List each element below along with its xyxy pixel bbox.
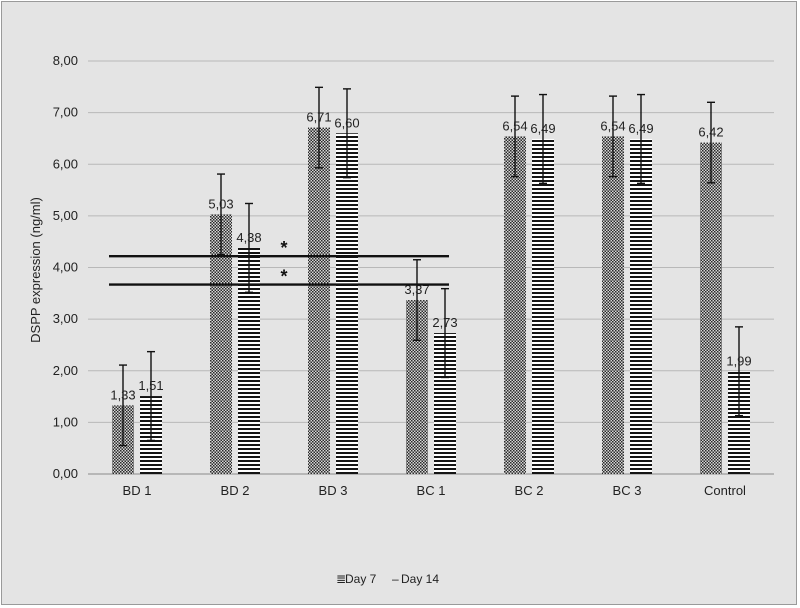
data-label: 6,49 — [628, 121, 653, 136]
data-label: 1,51 — [138, 378, 163, 393]
data-label: 3,37 — [404, 282, 429, 297]
legend: ≣Day 7 – Day 14 — [336, 572, 439, 586]
annotations-layer: ** — [109, 238, 449, 287]
x-tick-label: BD 2 — [221, 483, 250, 498]
grid-layer: 0,00 1,00 2,00 3,00 4,00 5,00 6,00 7,00 8,00 — [53, 53, 774, 481]
x-tick-label: BD 3 — [319, 483, 348, 498]
data-label: 6,60 — [334, 115, 359, 130]
y-tick-label: 1,00 — [53, 414, 78, 429]
bar-day-14 — [336, 133, 358, 474]
x-tick-label: BC 1 — [417, 483, 446, 498]
bar-day-7 — [406, 300, 428, 474]
bar-day-7 — [602, 136, 624, 474]
legend-entry-2: Day 14 — [401, 572, 439, 586]
x-tick-label: Control — [704, 483, 746, 498]
y-tick-label: 8,00 — [53, 53, 78, 68]
bar-day-14 — [532, 138, 554, 475]
x-tick-label: BC 2 — [515, 483, 544, 498]
data-label: 4,38 — [236, 230, 261, 245]
bar-day-7 — [210, 214, 232, 475]
y-axis-label: DSPP expression (ng/ml) — [28, 197, 43, 343]
bar-day-7 — [504, 136, 526, 474]
y-tick-label: 5,00 — [53, 208, 78, 223]
bar-day-7 — [308, 127, 330, 474]
labels-layer: BD 1 BD 2 BD 3 BC 1 BC 2 BC 3 Control 1,33 5,03 6… — [110, 110, 751, 498]
legend-swatch-1: ≣ — [336, 572, 346, 586]
bars-layer — [112, 86, 750, 475]
data-label: 1,33 — [110, 387, 135, 402]
x-tick-label: BC 3 — [613, 483, 642, 498]
data-label: 6,54 — [600, 118, 625, 133]
significance-marker: * — [280, 267, 287, 287]
bar-day-7 — [700, 142, 722, 474]
bar-day-14 — [434, 333, 456, 474]
data-label: 6,54 — [502, 118, 527, 133]
x-tick-label: BD 1 — [123, 483, 152, 498]
y-tick-label: 2,00 — [53, 363, 78, 378]
y-tick-label: 6,00 — [53, 156, 78, 171]
y-tick-label: 3,00 — [53, 311, 78, 326]
y-tick-label: 7,00 — [53, 105, 78, 120]
data-label: 6,42 — [698, 125, 723, 140]
bar-day-14 — [630, 138, 652, 475]
legend-entry-1: Day 7 — [345, 572, 377, 586]
bar-day-14 — [728, 371, 750, 474]
data-label: 5,03 — [208, 196, 233, 211]
legend-swatch-2: – — [392, 572, 399, 586]
data-label: 6,71 — [306, 110, 331, 125]
data-label: 1,99 — [726, 353, 751, 368]
y-tick-label: 0,00 — [53, 466, 78, 481]
bar-day-14 — [238, 247, 260, 474]
significance-marker: * — [280, 238, 287, 258]
y-tick-label: 4,00 — [53, 260, 78, 275]
data-label: 6,49 — [530, 121, 555, 136]
data-label: 2,73 — [432, 315, 457, 330]
